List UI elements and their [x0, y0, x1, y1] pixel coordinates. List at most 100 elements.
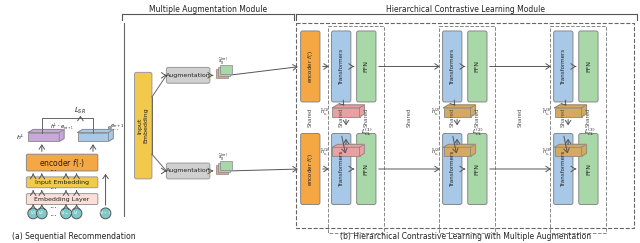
Text: Augmentation: Augmentation [166, 73, 211, 78]
Bar [218, 68, 230, 76]
Text: $e_{n+1}$: $e_{n+1}$ [110, 122, 125, 130]
Text: Shared: Shared [518, 108, 523, 128]
FancyBboxPatch shape [301, 31, 320, 102]
Text: Shared: Shared [339, 108, 344, 128]
Text: $v_1$: $v_1$ [29, 209, 36, 217]
Polygon shape [28, 130, 64, 132]
Bar [296, 23, 634, 228]
Bar [444, 108, 470, 117]
Text: $\hat{s}_0^{(m)}$: $\hat{s}_0^{(m)}$ [218, 151, 228, 163]
FancyBboxPatch shape [134, 72, 152, 179]
Polygon shape [444, 144, 476, 147]
Bar [28, 132, 60, 141]
Text: (a) Sequential Recommendation: (a) Sequential Recommendation [12, 232, 136, 241]
Text: Embedding Layer: Embedding Layer [35, 197, 90, 201]
FancyBboxPatch shape [301, 133, 320, 204]
Bar [333, 108, 360, 117]
Text: Shared: Shared [450, 108, 455, 128]
Text: $v_{t+1}$: $v_{t+1}$ [99, 209, 112, 217]
Text: ...: ... [49, 201, 58, 210]
FancyBboxPatch shape [356, 133, 376, 204]
Text: Augmentation: Augmentation [166, 168, 211, 174]
Bar [444, 147, 470, 156]
FancyBboxPatch shape [26, 154, 98, 171]
Text: FFN: FFN [475, 61, 480, 72]
Text: Shared: Shared [308, 108, 313, 128]
FancyBboxPatch shape [166, 68, 210, 83]
Polygon shape [555, 105, 586, 108]
Text: $\hat{h}_{s_0}^{(2)}$: $\hat{h}_{s_0}^{(2)}$ [431, 146, 441, 158]
Text: Transformers: Transformers [339, 48, 344, 85]
Text: Transformers: Transformers [450, 48, 455, 85]
Text: $\hat{s}_0^{(m)}$: $\hat{s}_0^{(m)}$ [218, 56, 228, 67]
Text: encoder $f(\cdot)$: encoder $f(\cdot)$ [306, 50, 315, 83]
Text: Multiple Augmentation Module: Multiple Augmentation Module [149, 5, 267, 14]
Text: FFN: FFN [586, 61, 591, 72]
Text: Input
Embedding: Input Embedding [138, 108, 148, 143]
Polygon shape [360, 105, 364, 117]
Text: Transformers: Transformers [339, 151, 344, 187]
Bar [218, 163, 230, 172]
Text: Shared: Shared [364, 108, 369, 128]
Text: $L_{SR}$: $L_{SR}$ [74, 106, 86, 116]
Text: FFN: FFN [475, 163, 480, 175]
Bar [438, 26, 495, 233]
Bar [333, 147, 360, 156]
Text: Hierarchical Contrastive Learning Module: Hierarchical Contrastive Learning Module [386, 5, 545, 14]
Text: $v_t$: $v_t$ [74, 209, 80, 217]
Text: Transformers: Transformers [561, 48, 566, 85]
FancyBboxPatch shape [26, 194, 98, 204]
Text: $h^L \cdot e_{n_{t+1}}$: $h^L \cdot e_{n_{t+1}}$ [51, 121, 74, 132]
Text: $\hat{h}_{s_0}^{(2)}$: $\hat{h}_{s_0}^{(2)}$ [431, 106, 441, 118]
Bar [555, 108, 582, 117]
Polygon shape [333, 144, 364, 147]
FancyBboxPatch shape [443, 31, 462, 102]
Text: $v_2$: $v_2$ [38, 209, 45, 217]
Text: Transformers: Transformers [450, 151, 455, 187]
Text: $L_{CL}^{(3)}$: $L_{CL}^{(3)}$ [584, 126, 595, 138]
Polygon shape [444, 105, 476, 108]
Text: Shared: Shared [586, 108, 591, 128]
Text: Shared: Shared [407, 108, 412, 128]
FancyBboxPatch shape [356, 31, 376, 102]
Text: $\hat{h}_{s_0}^{(3)}$: $\hat{h}_{s_0}^{(3)}$ [542, 106, 552, 118]
Circle shape [100, 208, 111, 219]
Polygon shape [555, 144, 586, 147]
Polygon shape [108, 130, 113, 141]
Text: $\hat{h}_{s_0}^{(1)}$: $\hat{h}_{s_0}^{(1)}$ [320, 106, 330, 118]
Bar [220, 65, 232, 74]
Bar [328, 26, 383, 233]
Text: $L_{CL}^{(2)}$: $L_{CL}^{(2)}$ [472, 126, 484, 138]
FancyBboxPatch shape [166, 163, 210, 179]
Text: $L_{CL}^{(1)}$: $L_{CL}^{(1)}$ [362, 126, 373, 138]
Text: Shared: Shared [475, 108, 480, 128]
Polygon shape [333, 105, 364, 108]
Text: Shared: Shared [561, 108, 566, 128]
Circle shape [28, 208, 38, 219]
Text: ...: ... [49, 164, 58, 173]
Text: ...: ... [49, 182, 58, 191]
FancyBboxPatch shape [26, 177, 98, 188]
Text: Transformers: Transformers [561, 151, 566, 187]
Circle shape [71, 208, 82, 219]
Bar [555, 147, 582, 156]
Text: $v_{t-1}$: $v_{t-1}$ [60, 209, 72, 217]
FancyBboxPatch shape [554, 133, 573, 204]
Bar [550, 26, 606, 233]
Text: encoder $f(\cdot)$: encoder $f(\cdot)$ [306, 152, 315, 186]
FancyBboxPatch shape [554, 31, 573, 102]
Circle shape [61, 208, 71, 219]
Text: $\hat{h}_{s_0}^{(3)}$: $\hat{h}_{s_0}^{(3)}$ [542, 146, 552, 158]
FancyBboxPatch shape [443, 133, 462, 204]
Polygon shape [582, 144, 586, 156]
Bar [216, 165, 228, 174]
Bar [77, 132, 108, 141]
Text: $\hat{h}_{s_0}^{(1)}$: $\hat{h}_{s_0}^{(1)}$ [320, 146, 330, 158]
Text: $h^L$: $h^L$ [16, 132, 24, 142]
Polygon shape [582, 105, 586, 117]
FancyBboxPatch shape [579, 133, 598, 204]
Text: $e_{n_{t+1}}$: $e_{n_{t+1}}$ [108, 124, 120, 133]
Text: FFN: FFN [586, 163, 591, 175]
Bar [220, 161, 232, 170]
Polygon shape [60, 130, 64, 141]
